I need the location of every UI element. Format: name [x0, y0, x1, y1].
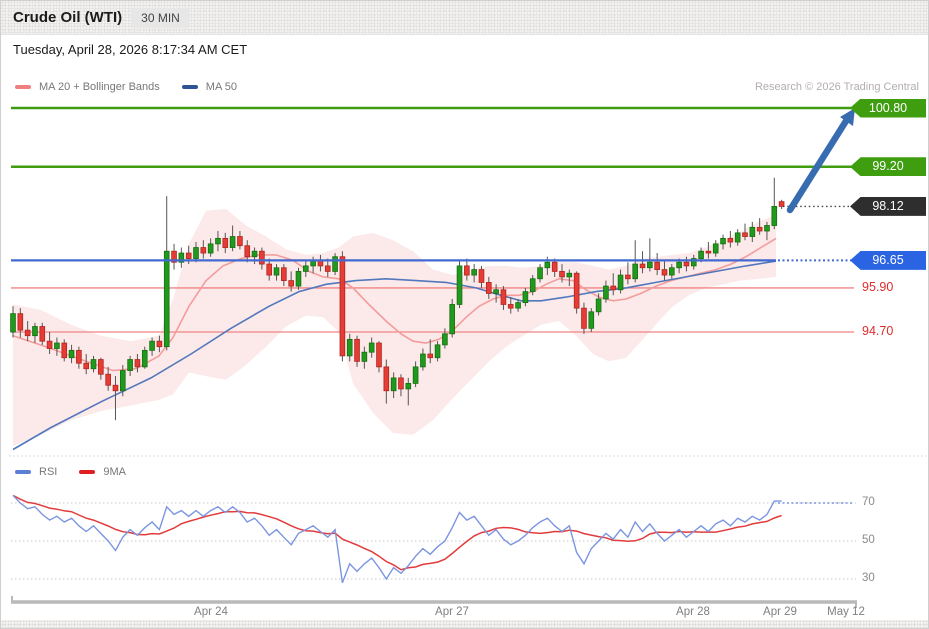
rsi-legend-label: RSI: [39, 466, 58, 478]
main-legend: MA 20 + Bollinger Bands MA 50: [15, 81, 259, 93]
date-line: Tuesday, April 28, 2026 8:17:34 AM CET: [13, 42, 248, 57]
nine-ma-swatch-icon: [79, 470, 96, 474]
timeframe-badge: 30 MIN: [132, 7, 189, 28]
legend-item-9ma: 9MA: [79, 466, 126, 478]
nine-ma-legend-label: 9MA: [103, 466, 126, 478]
ma20-legend-label: MA 20 + Bollinger Bands: [39, 81, 160, 93]
research-credit: Research © 2026 Trading Central: [754, 81, 919, 93]
bottom-strip: [1, 620, 928, 628]
ma20-swatch-icon: [15, 85, 31, 89]
rsi-legend: RSI 9MA: [15, 466, 148, 478]
ma50-swatch-icon: [181, 85, 198, 89]
rsi-swatch-icon: [15, 470, 31, 474]
legend-item-ma50: MA 50: [181, 81, 237, 93]
instrument-title: Crude Oil (WTI): [13, 9, 123, 26]
chart-header: Crude Oil (WTI) 30 MIN: [1, 1, 928, 35]
ma50-legend-label: MA 50: [205, 81, 237, 93]
legend-item-ma20: MA 20 + Bollinger Bands: [15, 81, 160, 93]
legend-item-rsi: RSI: [15, 466, 57, 478]
